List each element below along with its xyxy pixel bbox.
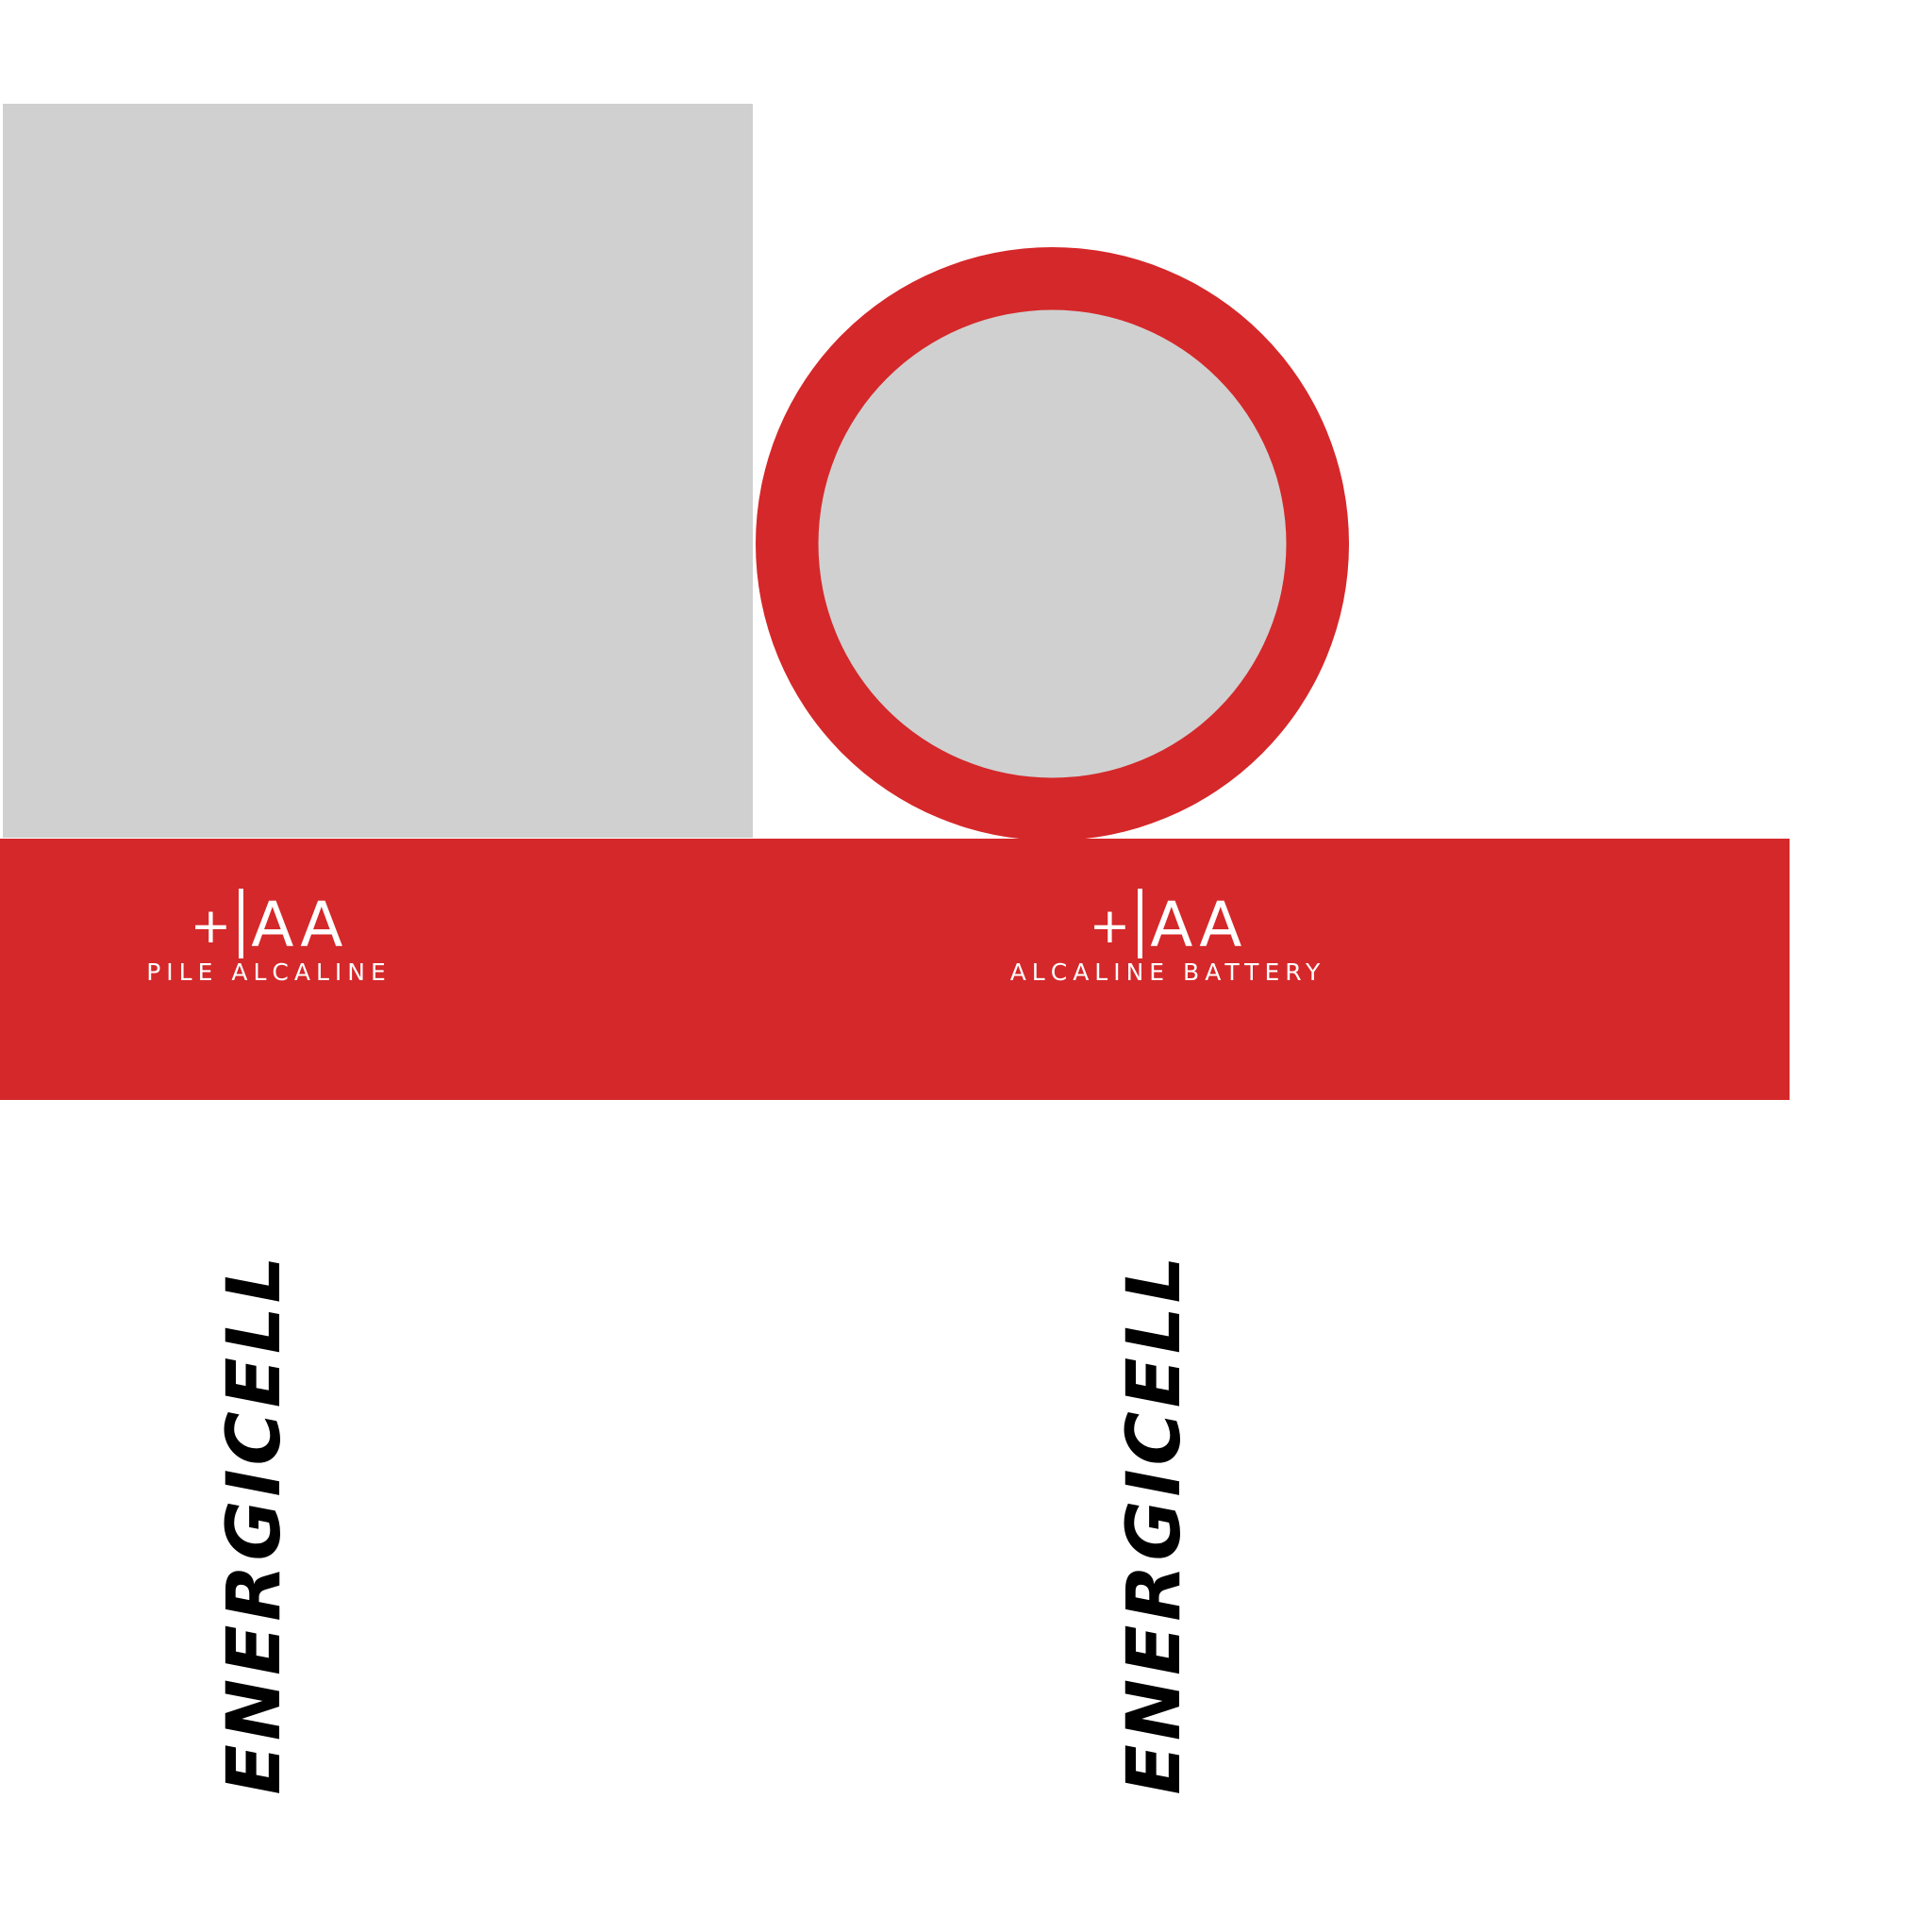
right-size-text: AA — [1150, 889, 1247, 961]
left-plus-sign: + — [190, 898, 232, 955]
battery-end-circle — [756, 247, 1349, 841]
label-band — [0, 839, 1790, 1100]
right-description: ALCALINE BATTERY — [1009, 958, 1326, 986]
left-divider-bar — [239, 889, 244, 958]
right-size-row: + AA — [970, 889, 1366, 958]
left-brand-logo: ENERGICELL — [212, 1252, 297, 1795]
right-battery-label: + AA ALCALINE BATTERY — [970, 889, 1366, 984]
left-size-text: AA — [251, 889, 348, 961]
grey-panel — [3, 104, 753, 838]
right-divider-bar — [1138, 889, 1143, 958]
right-brand-wrap: ENERGICELL — [1112, 1206, 1197, 1841]
right-plus-sign: + — [1089, 898, 1131, 955]
left-size-row: + AA — [71, 889, 467, 958]
left-brand-wrap: ENERGICELL — [212, 1206, 297, 1841]
left-description: PILE ALCALINE — [146, 958, 391, 986]
right-brand-logo: ENERGICELL — [1112, 1252, 1197, 1795]
left-battery-label: + AA PILE ALCALINE — [71, 889, 467, 984]
